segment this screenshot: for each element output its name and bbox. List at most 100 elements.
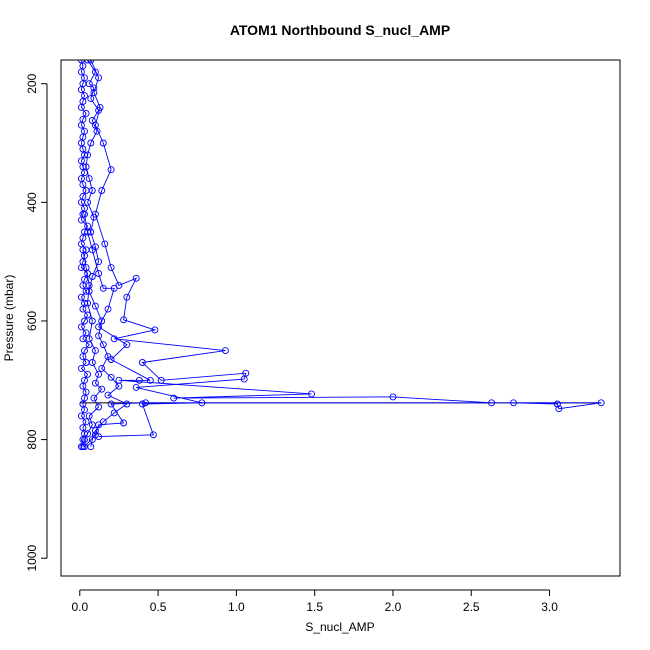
data-point — [85, 335, 93, 343]
x-tick-label: 1.0 — [228, 600, 245, 614]
data-point — [85, 175, 93, 183]
data-point — [138, 359, 146, 366]
data-point — [151, 326, 159, 334]
data-point — [98, 317, 106, 325]
series-line — [85, 60, 128, 447]
data-point — [104, 305, 112, 313]
data-point — [85, 281, 93, 289]
data-point — [79, 443, 87, 451]
series-line — [84, 214, 602, 448]
data-point — [88, 421, 96, 429]
data-point — [91, 379, 99, 387]
data-point — [81, 436, 88, 444]
data-point — [95, 323, 103, 331]
data-point — [107, 264, 115, 272]
data-point — [82, 109, 90, 117]
data-point — [77, 68, 85, 76]
data-point — [84, 198, 92, 206]
data-point — [88, 436, 96, 444]
chart-title: ATOM1 Northbound S_nucl_AMP — [230, 22, 450, 38]
data-point — [79, 246, 87, 254]
data-point — [84, 370, 92, 378]
data-point — [240, 375, 248, 383]
x-tick-label: 3.0 — [541, 600, 558, 614]
series-line — [90, 60, 247, 438]
data-point — [221, 347, 229, 355]
data-point — [95, 332, 103, 340]
data-point — [84, 60, 92, 64]
x-tick-label: 2.5 — [463, 600, 480, 614]
data-point — [77, 323, 85, 331]
data-point — [135, 376, 143, 384]
data-point — [107, 356, 115, 363]
data-point — [90, 394, 98, 402]
data-point — [87, 139, 95, 147]
data-point — [91, 68, 99, 76]
data-point — [79, 305, 87, 313]
data-point — [82, 329, 90, 337]
data-point — [84, 151, 92, 159]
data-point — [87, 95, 95, 103]
data-point — [98, 187, 106, 194]
data-point — [79, 353, 87, 361]
data-point — [87, 60, 95, 64]
data-point — [91, 431, 99, 439]
data-point — [88, 117, 96, 124]
data-point — [132, 383, 140, 391]
data-point — [107, 373, 115, 381]
data-point — [88, 359, 96, 366]
data-point — [77, 364, 85, 372]
data-point — [308, 390, 315, 398]
data-point — [120, 419, 128, 427]
data-point — [77, 264, 85, 272]
data-point — [99, 284, 107, 292]
data-point — [77, 86, 85, 94]
data-point — [95, 270, 103, 277]
x-tick-label: 0.5 — [150, 600, 167, 614]
data-point — [99, 341, 107, 349]
data-point — [98, 385, 106, 393]
data-point — [88, 187, 96, 194]
data-point — [95, 370, 103, 378]
data-point — [110, 284, 118, 292]
data-point — [107, 400, 115, 408]
data-point — [82, 163, 90, 171]
data-point — [101, 240, 109, 248]
y-tick-label: 200 — [25, 73, 39, 93]
x-tick-label: 2.0 — [385, 600, 402, 614]
data-point — [123, 293, 131, 301]
data-point — [104, 391, 112, 399]
data-point — [91, 121, 99, 129]
data-point — [115, 376, 123, 384]
data-point — [84, 430, 92, 438]
data-point — [91, 347, 99, 355]
x-axis-label: S_nucl_AMP — [305, 620, 374, 634]
data-point — [170, 394, 178, 402]
data-point — [149, 431, 157, 439]
data-point — [95, 74, 103, 82]
data-point — [77, 293, 85, 301]
data-point — [79, 382, 87, 390]
data-point — [88, 246, 96, 254]
data-point — [82, 264, 90, 272]
x-tick-label: 0.0 — [71, 600, 88, 614]
data-point — [553, 400, 561, 408]
data-point — [91, 302, 99, 310]
data-point — [95, 403, 103, 411]
data-point — [85, 412, 93, 420]
x-tick-label: 1.5 — [306, 600, 323, 614]
plot-frame — [60, 59, 621, 577]
data-point — [138, 400, 146, 408]
data-point — [96, 103, 104, 111]
y-tick-label: 400 — [25, 192, 39, 212]
data-point — [91, 210, 99, 218]
data-point — [488, 399, 496, 407]
data-point — [88, 273, 96, 280]
data-point — [98, 364, 106, 372]
data-point — [132, 274, 140, 282]
data-point — [510, 399, 517, 407]
data-point — [120, 316, 128, 324]
data-point — [79, 181, 87, 189]
